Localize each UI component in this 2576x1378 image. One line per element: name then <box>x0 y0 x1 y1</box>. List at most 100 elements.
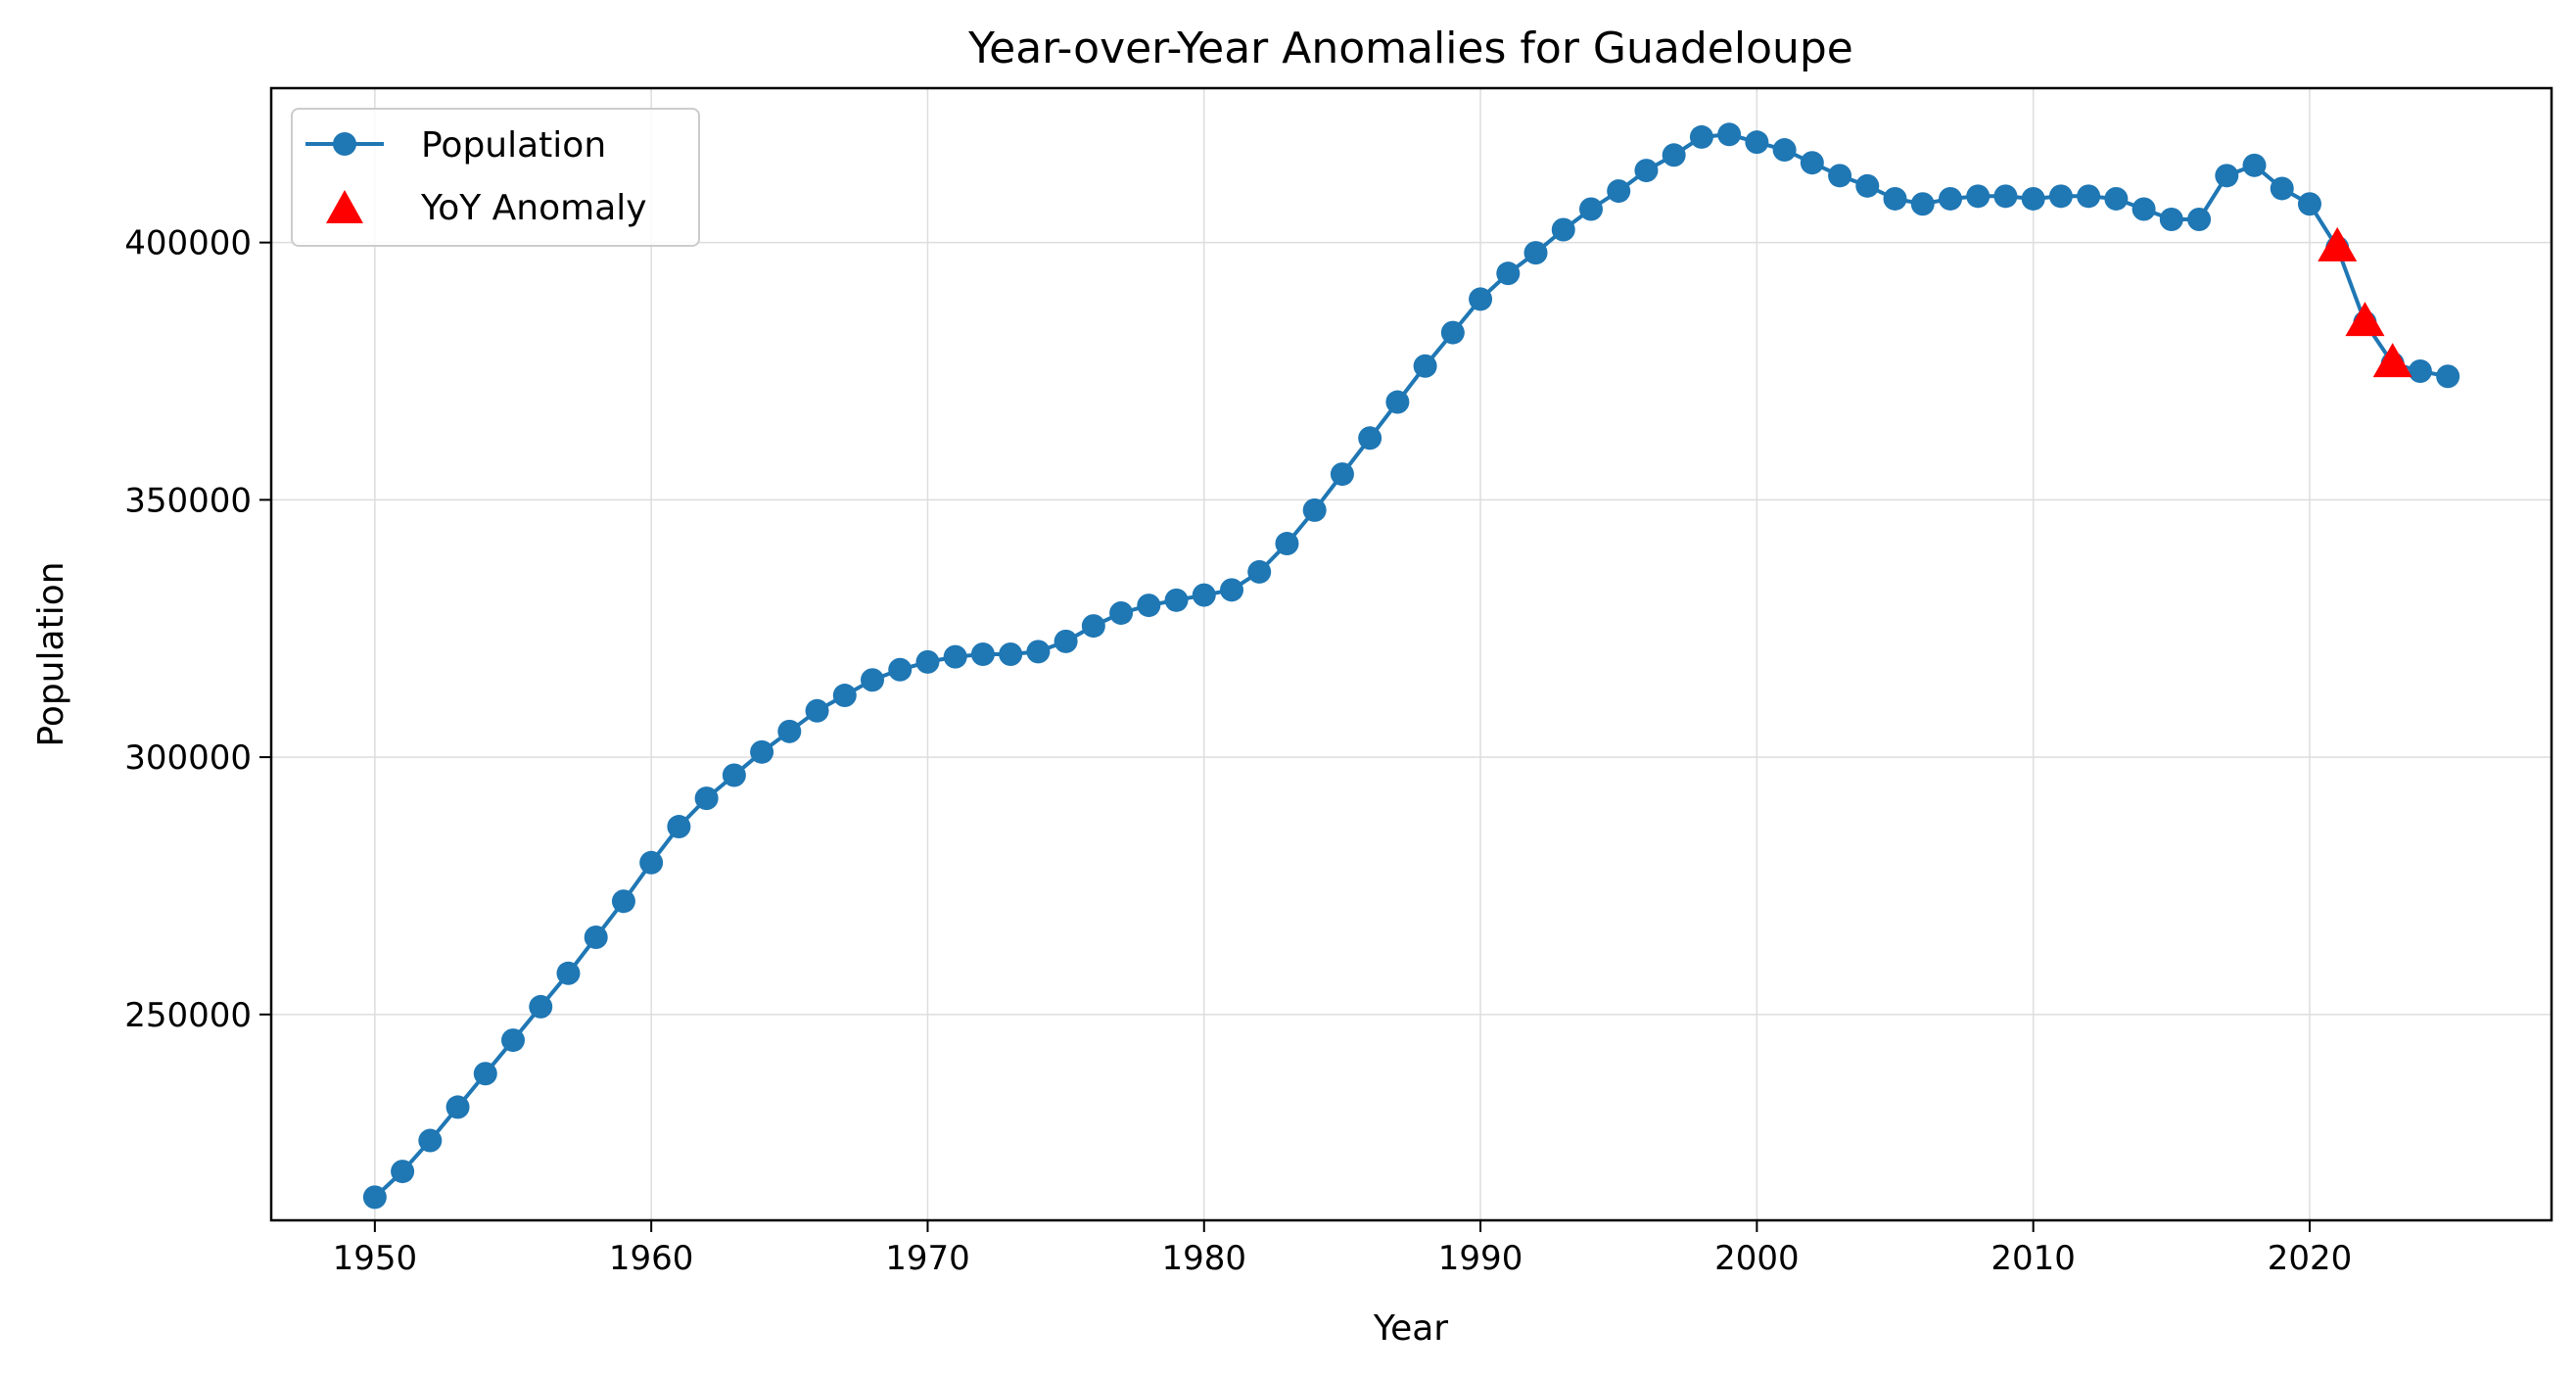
population-point <box>1551 217 1575 242</box>
population-point <box>1496 261 1521 286</box>
population-point <box>2048 184 2073 209</box>
x-tick-label: 1980 <box>1162 1239 1247 1278</box>
population-point <box>391 1160 415 1184</box>
y-tick-label: 400000 <box>124 224 252 263</box>
yoy-anomaly-marker <box>2372 343 2412 378</box>
population-point <box>1883 186 1907 211</box>
x-tick-label: 1960 <box>609 1239 694 1278</box>
population-point <box>1966 184 1991 209</box>
population-point <box>2077 184 2101 209</box>
population-point <box>1772 138 1797 163</box>
chart-title: Year-over-Year Anomalies for Guadeloupe <box>967 24 1853 73</box>
legend: Population YoY Anomaly <box>291 108 700 247</box>
population-point <box>2104 186 2129 211</box>
yoy-anomaly-marker <box>2318 226 2358 261</box>
x-tick-label: 2000 <box>1714 1239 1800 1278</box>
x-axis-label: Year <box>1373 1308 1448 1349</box>
population-point <box>1578 197 1603 221</box>
population-point <box>1164 588 1189 612</box>
y-tick-label: 250000 <box>124 996 252 1035</box>
population-point <box>2131 197 2156 221</box>
legend-triangle-marker <box>326 190 363 223</box>
population-point <box>473 1062 497 1086</box>
population-point <box>1717 122 1742 147</box>
population-point <box>2242 153 2267 177</box>
population-point <box>861 668 885 692</box>
population-point <box>1910 192 1935 216</box>
population-point <box>832 684 857 708</box>
population-point <box>1855 173 1880 198</box>
y-axis-label: Population <box>31 561 71 746</box>
population-point <box>2215 164 2239 188</box>
population-point <box>1607 179 1631 204</box>
population-point <box>2021 186 2045 211</box>
x-tick-label: 2020 <box>2268 1239 2353 1278</box>
population-point <box>1469 287 1493 311</box>
population-point <box>1358 426 1382 451</box>
population-point <box>1993 184 2018 209</box>
legend-label-population: Population <box>421 125 606 166</box>
population-point <box>445 1095 470 1119</box>
population-point <box>1800 151 1824 175</box>
population-point <box>2187 207 2212 231</box>
y-tick-label: 300000 <box>124 738 252 778</box>
x-tick-label: 1970 <box>885 1239 970 1278</box>
population-point <box>915 649 940 674</box>
population-point <box>529 994 553 1019</box>
population-point <box>777 719 802 743</box>
legend-box <box>291 108 700 247</box>
population-point <box>418 1128 443 1153</box>
population-point <box>1026 640 1051 664</box>
population-point <box>1137 594 1161 618</box>
population-point <box>1247 559 1272 584</box>
population-point <box>556 961 581 985</box>
x-tick-label: 1990 <box>1438 1239 1523 1278</box>
population-point <box>722 763 746 787</box>
population-point <box>1523 241 1548 265</box>
population-point <box>1109 600 1134 625</box>
yoy-anomaly-marker <box>2345 302 2385 337</box>
legend-label-yoy-anomaly: YoY Anomaly <box>420 188 647 228</box>
population-point <box>1413 354 1437 378</box>
population-point <box>1275 532 1299 556</box>
population-point <box>1054 629 1078 653</box>
population-point <box>1689 124 1713 149</box>
population-point <box>362 1185 387 1210</box>
population-point <box>1081 614 1105 639</box>
population-point <box>501 1028 526 1053</box>
population-point <box>2436 364 2460 389</box>
population-point <box>1828 164 1852 188</box>
population-point <box>1385 390 1410 414</box>
population-point <box>2270 176 2294 201</box>
population-point <box>1330 462 1354 487</box>
population-point <box>611 889 635 914</box>
series-markers <box>362 122 2460 1210</box>
axis-ticks: 1950 1960 1970 1980 1990 2000 2010 2020 250000 30… <box>124 224 2352 1278</box>
population-point <box>970 642 995 666</box>
population-point <box>1745 130 1769 155</box>
population-line <box>373 132 2449 1199</box>
population-point <box>694 786 719 811</box>
population-point <box>2297 192 2321 216</box>
population-point <box>2408 359 2432 383</box>
population-point <box>639 850 664 875</box>
population-point <box>750 739 774 764</box>
population-point <box>584 926 608 949</box>
x-tick-label: 2010 <box>1991 1239 2076 1278</box>
legend-circle-marker <box>333 132 356 156</box>
population-point <box>943 644 967 669</box>
population-point <box>1662 143 1686 167</box>
population-point <box>1192 583 1216 607</box>
population-point <box>667 815 691 839</box>
plot-frame <box>269 86 2553 1222</box>
x-tick-label: 1950 <box>333 1239 418 1278</box>
population-point <box>1938 186 1962 211</box>
population-point <box>888 657 913 682</box>
population-point <box>999 642 1023 666</box>
population-point <box>805 698 829 723</box>
y-tick-label: 350000 <box>124 481 252 520</box>
population-point <box>1634 159 1659 183</box>
series-lines <box>373 132 2449 1199</box>
population-point <box>1302 498 1327 522</box>
